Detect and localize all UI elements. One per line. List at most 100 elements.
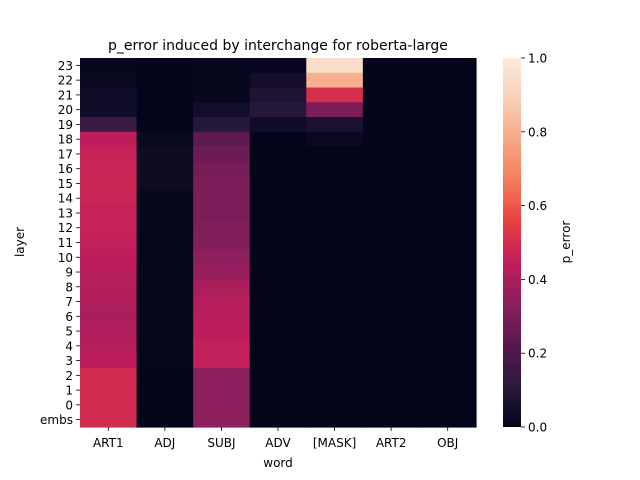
heatmap-cell bbox=[80, 264, 138, 280]
y-tick-label: 18 bbox=[58, 133, 73, 147]
heatmap-cell bbox=[193, 264, 251, 280]
y-tick-label: 11 bbox=[58, 236, 73, 250]
heatmap-cell bbox=[136, 146, 194, 162]
heatmap-cell bbox=[249, 131, 307, 148]
heatmap-cell bbox=[80, 397, 138, 413]
heatmap-cell bbox=[193, 338, 251, 354]
heatmap-cell bbox=[80, 367, 138, 384]
heatmap-cell bbox=[419, 146, 477, 162]
heatmap-cell bbox=[362, 397, 421, 413]
heatmap-cell bbox=[80, 308, 138, 325]
x-axis-label: word bbox=[263, 456, 293, 470]
y-tick-label: 21 bbox=[58, 88, 73, 102]
heatmap-cell bbox=[136, 190, 194, 207]
heatmap-cell bbox=[249, 308, 307, 325]
heatmap-cell bbox=[419, 220, 477, 236]
heatmap-cell bbox=[362, 102, 421, 118]
y-tick-label: 7 bbox=[65, 295, 73, 309]
heatmap-cell bbox=[80, 279, 138, 295]
heatmap-cell bbox=[249, 264, 307, 280]
heatmap-cell bbox=[362, 382, 421, 399]
heatmap-cell bbox=[306, 102, 364, 118]
heatmap-cell bbox=[80, 117, 138, 133]
heatmap-cell bbox=[249, 205, 307, 221]
heatmap-cell bbox=[419, 117, 477, 133]
y-tick-label: 15 bbox=[58, 177, 73, 191]
heatmap-cell bbox=[249, 353, 307, 369]
heatmap-cell bbox=[80, 382, 138, 399]
heatmap-cell bbox=[80, 58, 138, 74]
heatmap-cell bbox=[419, 353, 477, 369]
colorbar-label: p_error bbox=[559, 221, 573, 264]
heatmap-cell bbox=[193, 397, 251, 413]
y-tick-label: 22 bbox=[58, 74, 73, 88]
heatmap-cell bbox=[306, 323, 364, 340]
heatmap-cell bbox=[136, 308, 194, 325]
heatmap-cell bbox=[136, 249, 194, 266]
heatmap-cell bbox=[362, 146, 421, 162]
colorbar-tick-label: 0.8 bbox=[528, 125, 547, 139]
heatmap-cell bbox=[193, 190, 251, 207]
heatmap-cell bbox=[362, 264, 421, 280]
heatmap-cell bbox=[136, 397, 194, 413]
y-tick-label: 9 bbox=[65, 266, 73, 280]
heatmap-cell bbox=[362, 58, 421, 74]
heatmap-cell bbox=[193, 353, 251, 369]
heatmap-cell bbox=[80, 161, 138, 177]
y-tick-label: 17 bbox=[58, 147, 73, 161]
heatmap-cell bbox=[80, 131, 138, 148]
heatmap-cell bbox=[362, 323, 421, 340]
heatmap-cell bbox=[419, 412, 477, 428]
heatmap-cell bbox=[249, 279, 307, 295]
heatmap-cell bbox=[362, 308, 421, 325]
heatmap-cell bbox=[80, 87, 138, 103]
heatmap-cell bbox=[136, 367, 194, 384]
heatmap-cell bbox=[362, 367, 421, 384]
heatmap-cell bbox=[306, 72, 364, 89]
y-tick-label: 3 bbox=[65, 354, 73, 368]
chart-title: p_error induced by interchange for rober… bbox=[108, 38, 448, 54]
heatmap-cell bbox=[362, 294, 421, 310]
heatmap-cell bbox=[362, 412, 421, 428]
heatmap-cell bbox=[80, 249, 138, 266]
heatmap-cell bbox=[136, 102, 194, 118]
heatmap-cell bbox=[136, 87, 194, 103]
heatmap-cell bbox=[306, 338, 364, 354]
heatmap-cell bbox=[193, 205, 251, 221]
heatmap-cell bbox=[419, 382, 477, 399]
heatmap-cell bbox=[306, 249, 364, 266]
heatmap-cell bbox=[80, 338, 138, 354]
heatmap-cell bbox=[249, 58, 307, 74]
heatmap-cell bbox=[249, 338, 307, 354]
heatmap-cell bbox=[306, 264, 364, 280]
heatmap-cell bbox=[193, 176, 251, 192]
x-tick-label: ART2 bbox=[376, 436, 407, 450]
y-tick-label: 0 bbox=[65, 398, 73, 412]
heatmap-cell bbox=[362, 87, 421, 103]
y-tick-label: 4 bbox=[65, 339, 73, 353]
heatmap-cell bbox=[306, 117, 364, 133]
heatmap-cell bbox=[362, 190, 421, 207]
heatmap-cell bbox=[249, 161, 307, 177]
heatmap-cell bbox=[306, 279, 364, 295]
heatmap-cell bbox=[80, 412, 138, 428]
heatmap-cell bbox=[306, 235, 364, 251]
heatmap-cell bbox=[362, 161, 421, 177]
heatmap-cell bbox=[249, 367, 307, 384]
colorbar-ticks: 0.0 0.2 0.4 0.6 0.8 1.0 bbox=[521, 52, 547, 435]
heatmap-cell bbox=[419, 249, 477, 266]
heatmap-cell bbox=[419, 367, 477, 384]
colorbar-tick-label: 1.0 bbox=[528, 52, 547, 66]
heatmap-cell bbox=[193, 72, 251, 89]
y-tick-label: 2 bbox=[65, 369, 73, 383]
x-tick-label: [MASK] bbox=[313, 436, 356, 450]
heatmap-cell bbox=[136, 205, 194, 221]
heatmap-cell bbox=[419, 264, 477, 280]
y-tick-label: 14 bbox=[58, 192, 73, 206]
y-tick-label: 8 bbox=[65, 280, 73, 294]
colorbar-tick-label: 0.4 bbox=[528, 273, 547, 287]
heatmap-cell bbox=[80, 220, 138, 236]
heatmap-cell bbox=[306, 367, 364, 384]
heatmap-cell bbox=[249, 190, 307, 207]
